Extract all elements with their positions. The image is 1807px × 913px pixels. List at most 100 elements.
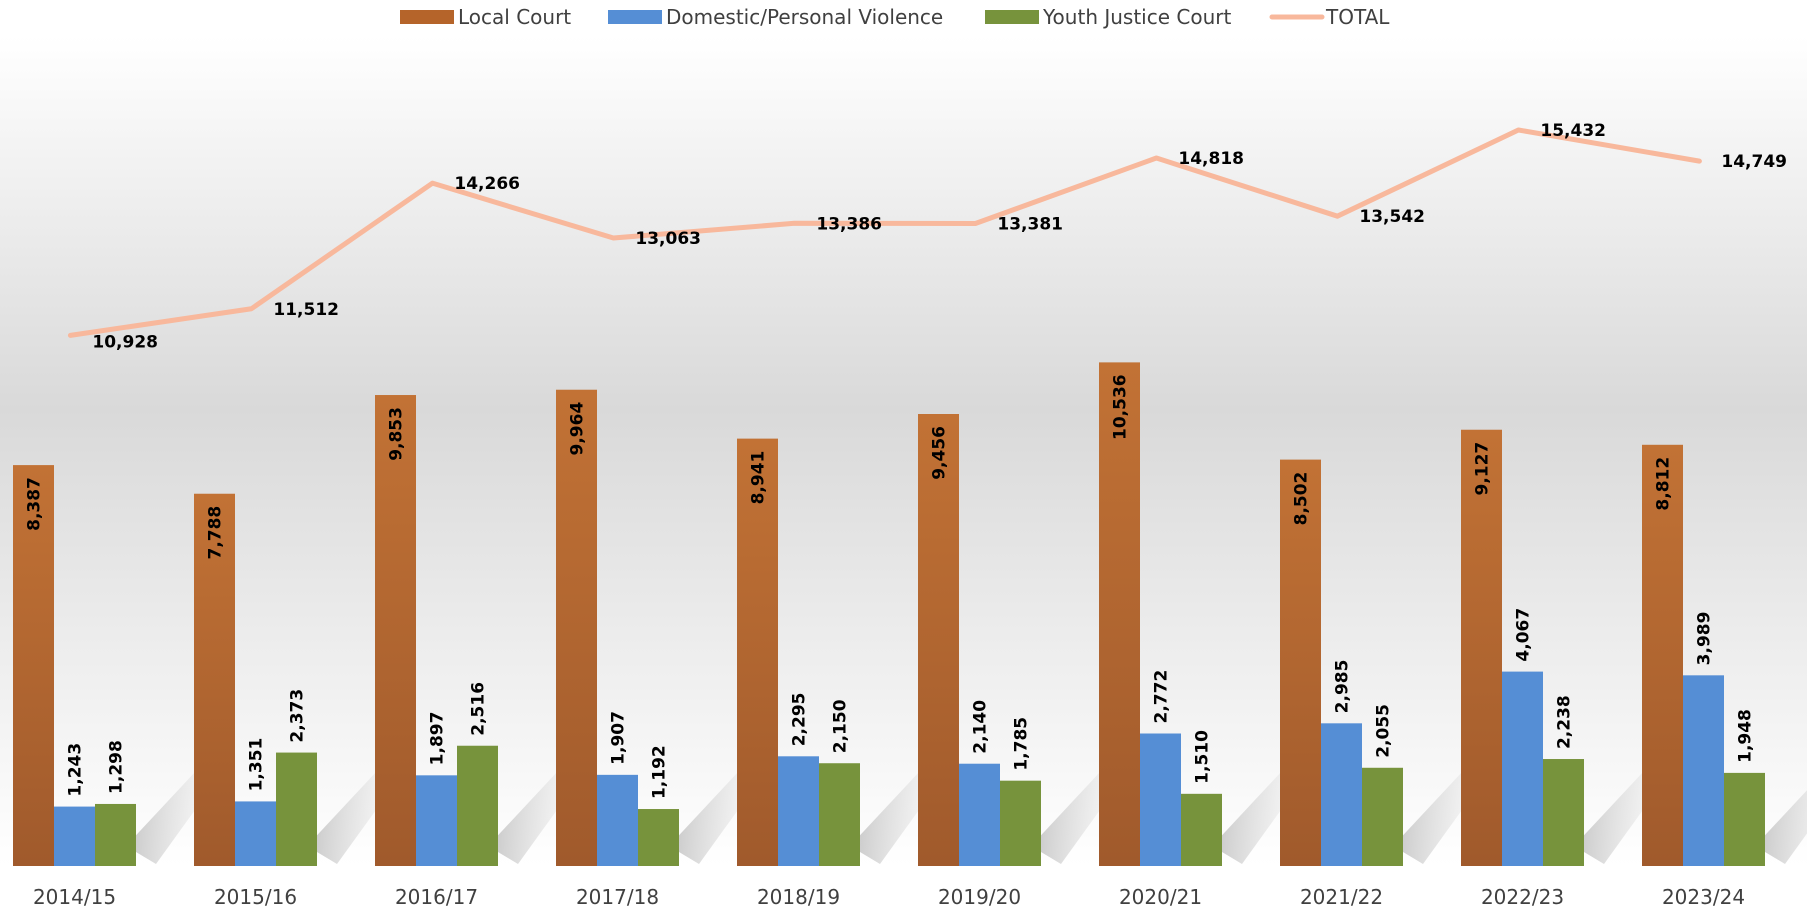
data-label-domestic-personal-violence-2015-16: 1,351 xyxy=(247,738,267,792)
data-label-youth-justice-court-2015-16: 2,373 xyxy=(288,689,308,743)
category-label-2014-15: 2014/15 xyxy=(33,885,116,909)
data-label-domestic-personal-violence-2014-15: 1,243 xyxy=(66,743,86,797)
category-label-2020-21: 2020/21 xyxy=(1119,885,1202,909)
data-label-local-court-2018-19: 8,941 xyxy=(749,451,769,505)
bar-domestic-personal-violence-2021-22 xyxy=(1321,723,1362,866)
data-label-youth-justice-court-2016-17: 2,516 xyxy=(469,682,489,736)
bar-domestic-personal-violence-2019-20 xyxy=(959,763,1000,866)
category-label-2023-24: 2023/24 xyxy=(1662,885,1745,909)
legend: Local Court Domestic/Personal Violence You… xyxy=(400,5,1390,29)
category-label-2017-18: 2017/18 xyxy=(576,885,659,909)
data-label-total-2023-24: 14,749 xyxy=(1721,152,1787,172)
bar-domestic-personal-violence-2014-15 xyxy=(54,806,95,866)
data-label-local-court-2016-17: 9,853 xyxy=(387,407,407,461)
bar-youth-justice-court-2017-18 xyxy=(638,809,679,866)
legend-item-local-court: Local Court xyxy=(400,5,571,29)
category-label-2016-17: 2016/17 xyxy=(395,885,478,909)
legend-item-domestic-personal-violence: Domestic/Personal Violence xyxy=(608,5,943,29)
data-label-total-2022-23: 15,432 xyxy=(1540,121,1606,141)
data-label-total-2020-21: 14,818 xyxy=(1178,149,1244,169)
data-label-local-court-2015-16: 7,788 xyxy=(206,506,226,560)
data-label-total-2018-19: 13,386 xyxy=(816,214,882,234)
data-label-total-2019-20: 13,381 xyxy=(997,215,1063,235)
data-label-total-2016-17: 14,266 xyxy=(454,174,520,194)
legend-label-domestic-personal-violence: Domestic/Personal Violence xyxy=(666,5,943,29)
data-label-domestic-personal-violence-2023-24: 3,989 xyxy=(1695,612,1715,666)
bar-local-court-2020-21 xyxy=(1099,362,1140,866)
bar-domestic-personal-violence-2020-21 xyxy=(1140,733,1181,866)
data-label-local-court-2022-23: 9,127 xyxy=(1473,442,1493,496)
bar-local-court-2015-16 xyxy=(194,493,235,866)
legend-label-total: TOTAL xyxy=(1325,5,1390,29)
bar-youth-justice-court-2019-20 xyxy=(1000,780,1041,866)
data-label-total-2021-22: 13,542 xyxy=(1359,207,1425,227)
data-label-domestic-personal-violence-2017-18: 1,907 xyxy=(609,711,629,765)
data-label-domestic-personal-violence-2016-17: 1,897 xyxy=(428,712,448,766)
legend-swatch-youth-justice-court xyxy=(985,10,1039,24)
data-label-domestic-personal-violence-2019-20: 2,140 xyxy=(971,700,991,754)
category-label-2018-19: 2018/19 xyxy=(757,885,840,909)
legend-swatch-domestic-personal-violence xyxy=(608,10,662,24)
data-label-local-court-2020-21: 10,536 xyxy=(1111,374,1131,440)
bar-domestic-personal-violence-2016-17 xyxy=(416,775,457,866)
category-label-2015-16: 2015/16 xyxy=(214,885,297,909)
data-label-total-2015-16: 11,512 xyxy=(273,300,339,320)
data-label-youth-justice-court-2020-21: 1,510 xyxy=(1193,730,1213,784)
series-line-total xyxy=(67,127,1702,338)
data-label-domestic-personal-violence-2020-21: 2,772 xyxy=(1152,670,1172,724)
data-label-local-court-2014-15: 8,387 xyxy=(25,477,45,531)
category-label-2019-20: 2019/20 xyxy=(938,885,1021,909)
bars xyxy=(13,362,1765,866)
legend-item-total: TOTAL xyxy=(1269,5,1390,29)
data-label-youth-justice-court-2014-15: 1,298 xyxy=(107,740,127,794)
bar-local-court-2017-18 xyxy=(556,389,597,866)
data-label-youth-justice-court-2019-20: 1,785 xyxy=(1012,717,1032,771)
legend-label-youth-justice-court: Youth Justice Court xyxy=(1042,5,1231,29)
bar-youth-justice-court-2022-23 xyxy=(1543,759,1584,866)
data-label-youth-justice-court-2021-22: 2,055 xyxy=(1374,704,1394,758)
bar-youth-justice-court-2014-15 xyxy=(95,803,136,866)
bar-local-court-2014-15 xyxy=(13,465,54,866)
data-label-domestic-personal-violence-2022-23: 4,067 xyxy=(1514,608,1534,662)
data-label-youth-justice-court-2023-24: 1,948 xyxy=(1736,709,1756,763)
bar-shadow xyxy=(1755,790,1807,864)
bar-youth-justice-court-2016-17 xyxy=(457,745,498,866)
data-label-domestic-personal-violence-2021-22: 2,985 xyxy=(1333,660,1353,714)
category-axis: 2014/15 2015/16 2016/17 2017/18 2018/19 2019/… xyxy=(33,885,1745,909)
data-label-total-2017-18: 13,063 xyxy=(635,229,701,249)
bar-local-court-2021-22 xyxy=(1280,459,1321,866)
legend-swatch-local-court xyxy=(400,10,454,24)
bar-local-court-2018-19 xyxy=(737,438,778,866)
data-label-youth-justice-court-2022-23: 2,238 xyxy=(1555,695,1575,749)
bar-local-court-2023-24 xyxy=(1642,444,1683,866)
data-label-local-court-2017-18: 9,964 xyxy=(568,402,588,456)
legend-label-local-court: Local Court xyxy=(458,5,571,29)
data-label-youth-justice-court-2017-18: 1,192 xyxy=(650,745,670,799)
data-label-local-court-2019-20: 9,456 xyxy=(930,426,950,480)
data-label-domestic-personal-violence-2018-19: 2,295 xyxy=(790,693,810,747)
category-label-2022-23: 2022/23 xyxy=(1481,885,1564,909)
bar-domestic-personal-violence-2022-23 xyxy=(1502,671,1543,866)
data-label-local-court-2021-22: 8,502 xyxy=(1292,472,1312,526)
category-label-2021-22: 2021/22 xyxy=(1300,885,1383,909)
bar-youth-justice-court-2015-16 xyxy=(276,752,317,866)
data-labels: 8,387 1,243 1,298 7,788 1,351 2,373 9,853 1,897… xyxy=(25,121,1788,799)
bar-youth-justice-court-2020-21 xyxy=(1181,793,1222,866)
legend-item-youth-justice-court: Youth Justice Court xyxy=(985,5,1231,29)
bar-local-court-2016-17 xyxy=(375,395,416,866)
bar-youth-justice-court-2021-22 xyxy=(1362,767,1403,866)
data-label-total-2014-15: 10,928 xyxy=(92,332,158,352)
bar-local-court-2022-23 xyxy=(1461,429,1502,866)
bar-youth-justice-court-2023-24 xyxy=(1724,772,1765,866)
total-line xyxy=(67,127,1702,338)
data-label-local-court-2023-24: 8,812 xyxy=(1654,457,1674,511)
bar-domestic-personal-violence-2015-16 xyxy=(235,801,276,866)
bar-domestic-personal-violence-2017-18 xyxy=(597,774,638,866)
data-label-youth-justice-court-2018-19: 2,150 xyxy=(831,699,851,753)
bar-local-court-2019-20 xyxy=(918,414,959,866)
bar-domestic-personal-violence-2023-24 xyxy=(1683,675,1724,866)
bar-youth-justice-court-2018-19 xyxy=(819,763,860,866)
bar-domestic-personal-violence-2018-19 xyxy=(778,756,819,866)
